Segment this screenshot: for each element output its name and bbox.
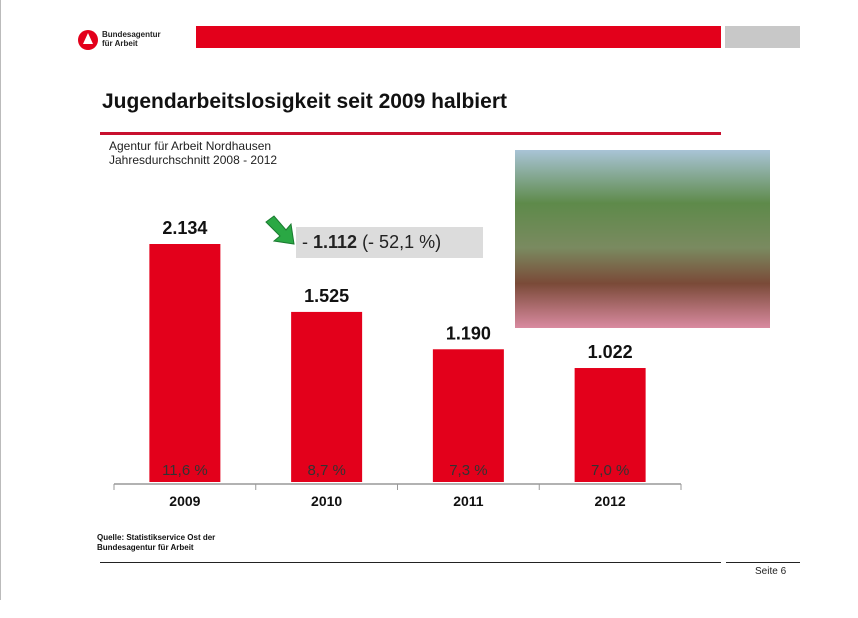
page-number: Seite 6 (755, 566, 787, 577)
footer-line (100, 562, 721, 563)
title-divider (100, 132, 721, 135)
rate-label: 7,0 % (591, 462, 629, 479)
bar-2012 (574, 368, 646, 482)
header-gray-bar (725, 26, 800, 48)
bar-2009 (149, 244, 221, 482)
subtitle-agency: Agentur für Arbeit Nordhausen (109, 139, 272, 153)
rate-label: 11,6 % (162, 462, 208, 479)
category-label: 2012 (595, 493, 626, 509)
slide-title: Jugendarbeitslosigkeit seit 2009 halbier… (102, 90, 507, 113)
value-label: 2.134 (162, 218, 207, 238)
rate-label: 7,3 % (449, 462, 487, 479)
ba-logo-icon (78, 30, 98, 50)
subtitle-period: Jahresdurchschnitt 2008 - 2012 (109, 153, 278, 167)
green-arrow-icon (265, 215, 295, 245)
header-red-bar (196, 26, 721, 48)
value-label: 1.525 (304, 286, 349, 306)
bar-2011 (432, 349, 504, 482)
value-label: 1.190 (446, 323, 491, 343)
photo-young-people (515, 150, 770, 328)
category-label: 2010 (311, 493, 342, 509)
callout-value: 1.112 (313, 232, 358, 252)
footer-line-right (726, 562, 800, 563)
callout-prefix: - (302, 232, 313, 252)
rate-label: 8,7 % (307, 462, 345, 479)
category-label: 2009 (169, 493, 200, 509)
page-border (0, 0, 1, 600)
category-label: 2011 (453, 493, 484, 509)
source-note: Quelle: Statistikservice Ost der Bundesa… (97, 533, 216, 552)
callout-percent: (- 52,1 %) (357, 232, 442, 252)
decrease-callout: - 1.112 (- 52,1 %) (296, 227, 483, 258)
value-label: 1.022 (588, 342, 633, 362)
logo-text: Bundesagentur für Arbeit (102, 30, 161, 48)
bar-2010 (291, 311, 363, 482)
